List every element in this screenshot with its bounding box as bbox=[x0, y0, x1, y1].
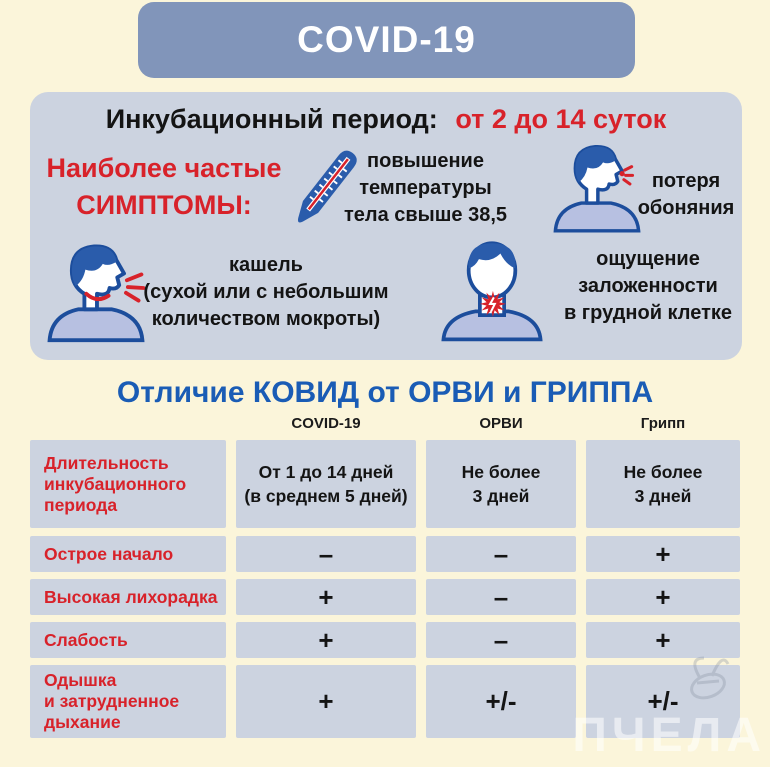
cell-gripp: + bbox=[586, 579, 740, 615]
cell-gripp: +/- bbox=[586, 665, 740, 738]
chest-congestion-person-icon bbox=[436, 234, 548, 344]
watermark: ПЧЕЛА bbox=[572, 709, 766, 762]
table-row-high-fever: Высокая лихорадка + – + bbox=[30, 579, 742, 615]
table-header-row: COVID-19 ОРВИ Грипп bbox=[30, 415, 742, 432]
covid-19-banner: COVID-19 bbox=[138, 2, 635, 78]
coughing-head-icon bbox=[38, 232, 154, 344]
table-row-acute-onset: Острое начало – – + bbox=[30, 536, 742, 572]
row-label: Острое начало bbox=[30, 536, 226, 572]
comparison-title: Отличие КОВИД от ОРВИ и ГРИППА bbox=[116, 376, 654, 409]
cell-covid: + bbox=[236, 579, 416, 615]
cell-orvi: +/- bbox=[426, 665, 576, 738]
smell-loss-head-icon bbox=[545, 134, 649, 234]
cell-orvi: Не более 3 дней bbox=[426, 440, 576, 528]
fever-text: повышение температуры тела свыше 38,5 bbox=[343, 150, 508, 226]
cell-gripp: + bbox=[586, 536, 740, 572]
cell-gripp: Не более 3 дней bbox=[586, 440, 740, 528]
col-header-empty bbox=[30, 415, 226, 432]
symptoms-panel: Инкубационный период: от 2 до 14 суток Н… bbox=[30, 92, 742, 360]
row-label: Слабость bbox=[30, 622, 226, 658]
cell-covid: + bbox=[236, 665, 416, 738]
chest-congestion-text: ощущение заложенности в грудной клетке bbox=[563, 248, 733, 324]
col-header-orvi: ОРВИ bbox=[479, 415, 523, 432]
cough-text: кашель (сухой или с небольшим количество… bbox=[143, 254, 389, 330]
banner-title: COVID-19 bbox=[297, 19, 476, 60]
cell-covid: + bbox=[236, 622, 416, 658]
symptoms-heading: Наиболее частые СИМПТОМЫ: bbox=[46, 153, 282, 220]
incubation-period-title: Инкубационный период: от 2 до 14 суток bbox=[30, 104, 742, 135]
cell-orvi: – bbox=[426, 622, 576, 658]
row-label: Одышка и затрудненное дыхание bbox=[30, 665, 226, 738]
cell-covid: – bbox=[236, 536, 416, 572]
table-row-shortness-of-breath: Одышка и затрудненное дыхание + +/- +/- bbox=[30, 665, 742, 738]
table-row-incubation: Длительность инкубационного периода От 1… bbox=[30, 440, 742, 528]
col-header-covid: COVID-19 bbox=[291, 415, 361, 432]
cell-orvi: – bbox=[426, 536, 576, 572]
col-header-gripp: Грипп bbox=[640, 415, 686, 432]
incubation-label: Инкубационный период: bbox=[105, 104, 438, 134]
cell-gripp: + bbox=[586, 622, 740, 658]
comparison-table: Длительность инкубационного периода От 1… bbox=[30, 440, 742, 738]
cell-covid: От 1 до 14 дней (в среднем 5 дней) bbox=[236, 440, 416, 528]
cell-orvi: – bbox=[426, 579, 576, 615]
row-label: Высокая лихорадка bbox=[30, 579, 226, 615]
incubation-value: от 2 до 14 суток bbox=[455, 104, 667, 134]
table-row-weakness: Слабость + – + bbox=[30, 622, 742, 658]
bee-icon bbox=[664, 646, 744, 711]
thermometer-icon bbox=[270, 138, 376, 244]
row-label: Длительность инкубационного периода bbox=[30, 440, 226, 528]
smell-loss-text: потеря обоняния bbox=[637, 170, 735, 219]
